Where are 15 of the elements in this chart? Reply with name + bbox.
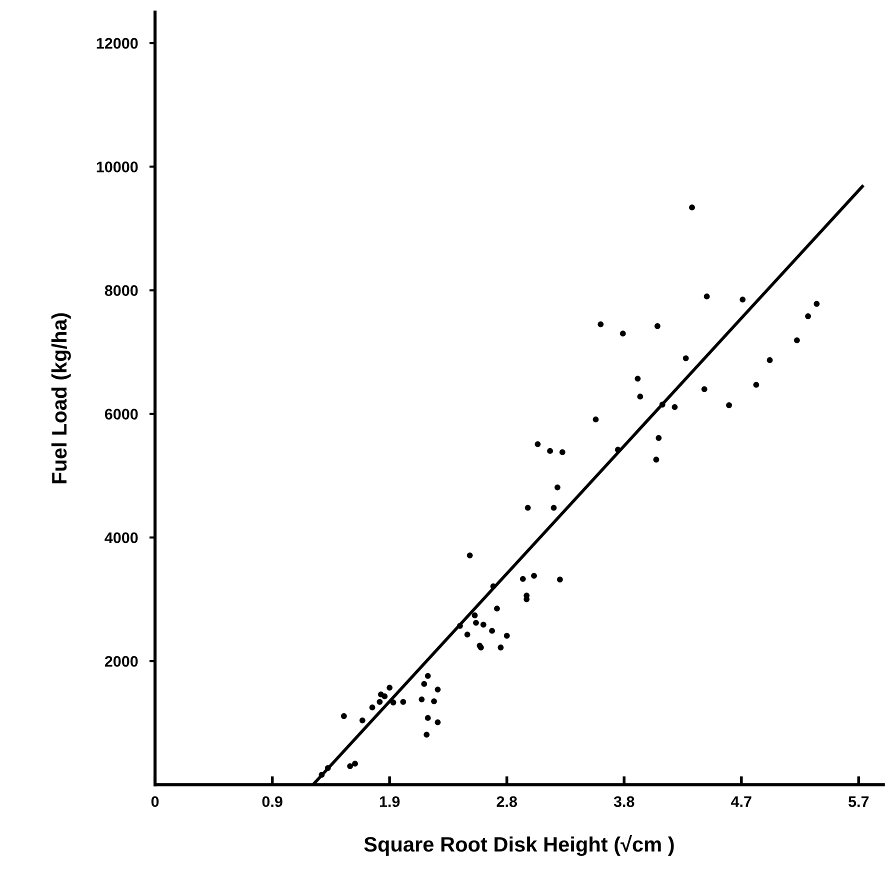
x-tick-label: 5.7 <box>848 796 869 808</box>
y-tick-label: 10000 <box>96 162 138 172</box>
y-tick-label: 4000 <box>104 532 138 544</box>
x-tick-label: 0 <box>151 796 159 808</box>
y-axis-title: Fuel Load (kg/ha) <box>51 313 71 484</box>
x-tick-label: 2.8 <box>496 796 518 808</box>
x-tick-label: 0.9 <box>262 796 282 808</box>
y-tick-label: 6000 <box>104 408 138 420</box>
x-tick-label: 3.8 <box>614 796 634 808</box>
x-tick-label: 4.7 <box>731 796 752 807</box>
x-tick-label: 1.9 <box>380 796 400 808</box>
y-tick-label: 12000 <box>96 38 138 49</box>
y-tick-label: 2000 <box>104 656 138 667</box>
x-axis-title: Square Root Disk Height (√cm ) <box>364 835 674 856</box>
y-tick-label: 8000 <box>104 285 138 296</box>
